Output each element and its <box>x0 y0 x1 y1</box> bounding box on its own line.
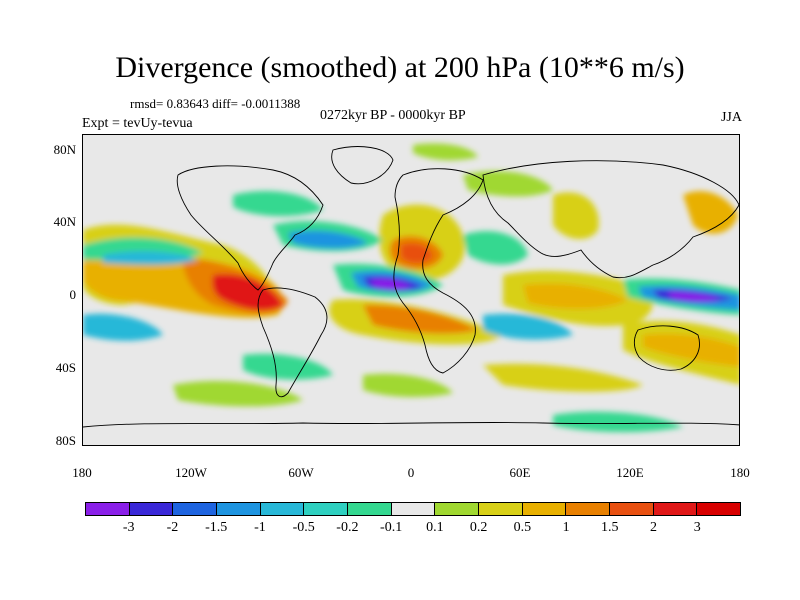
colorbar-label: 1.5 <box>601 520 619 535</box>
divergence-region <box>483 363 643 392</box>
divergence-region <box>212 274 283 311</box>
coastline <box>176 165 324 291</box>
divergence-region <box>243 353 333 380</box>
colorbar-swatch <box>566 503 611 515</box>
divergence-region <box>553 192 599 240</box>
colorbar-label: -0.5 <box>292 520 315 535</box>
lon-label: 60W <box>288 465 314 480</box>
map-title: Divergence (smoothed) at 200 hPa (10**6 … <box>115 51 685 84</box>
colorbar-label: -1.5 <box>205 520 228 535</box>
divergence-region <box>288 230 368 249</box>
lat-label: 40S <box>55 360 76 375</box>
divergence-region <box>413 143 478 161</box>
lat-label: 0 <box>69 287 77 302</box>
experiment-label: Expt = tevUy-tevua <box>82 116 193 131</box>
divergence-region <box>463 231 528 265</box>
divergence-region <box>668 291 721 302</box>
divergence-region <box>371 279 411 290</box>
coastline <box>83 421 739 428</box>
colorbar-swatch <box>348 503 392 515</box>
divergence-region <box>523 283 628 309</box>
divergence-region <box>483 313 573 340</box>
lon-label: 0 <box>407 465 415 480</box>
divergence-region <box>401 243 433 263</box>
colorbar-swatch <box>522 503 567 515</box>
colorbar-label: -3 <box>122 520 135 535</box>
lon-label: 180 <box>730 465 750 480</box>
colorbar-label: -1 <box>254 520 266 535</box>
lon-label: 120E <box>616 465 644 480</box>
colorbar-swatch <box>435 503 480 515</box>
lat-label: 80S <box>55 433 76 448</box>
season-label: JJA <box>720 110 742 125</box>
map-panel <box>82 134 740 446</box>
colorbar-swatch <box>697 503 741 515</box>
colorbar-swatch <box>610 503 654 515</box>
period-label: 0272kyr BP - 0000kyr BP <box>320 108 466 123</box>
colorbar-label: 1 <box>562 520 570 535</box>
lat-label: 80N <box>53 142 76 157</box>
divergence-region <box>363 373 453 397</box>
lat-label: 40N <box>53 214 76 229</box>
divergence-region <box>363 304 478 334</box>
colorbar-swatch <box>260 503 305 515</box>
colorbar-swatch <box>217 503 261 515</box>
colorbar-label: 0.5 <box>513 520 532 535</box>
colorbar-label: -0.1 <box>380 520 403 535</box>
lon-label: 180 <box>72 465 92 480</box>
colorbar <box>85 502 741 516</box>
lon-label: 120W <box>175 465 207 480</box>
colorbar-swatch <box>304 503 349 515</box>
divergence-region <box>83 313 163 341</box>
colorbar-label: -0.2 <box>336 520 359 535</box>
coastline <box>393 168 484 374</box>
colorbar-swatch <box>479 503 523 515</box>
coastline <box>633 325 700 371</box>
divergence-region <box>553 411 683 433</box>
colorbar-swatch <box>653 503 698 515</box>
colorbar-label: 3 <box>693 520 701 535</box>
divergence-region <box>103 251 198 265</box>
lon-label: 60E <box>509 465 531 480</box>
coastline <box>482 160 739 279</box>
stats-text: rmsd= 0.83643 diff= -0.0011388 <box>130 96 301 111</box>
divergence-region <box>173 380 303 407</box>
colorbar-swatch <box>391 503 436 515</box>
divergence-region <box>233 190 323 217</box>
colorbar-label: -2 <box>166 520 179 535</box>
coastlines <box>83 146 739 428</box>
colorbar-label: 2 <box>650 520 658 535</box>
coastline <box>331 146 394 185</box>
coastline <box>257 287 328 398</box>
colorbar-swatch <box>173 503 218 515</box>
divergence-region <box>683 191 738 234</box>
colorbar-swatch <box>129 503 174 515</box>
colorbar-swatch <box>86 503 130 515</box>
divergence-map <box>83 135 739 445</box>
divergence-region <box>643 333 739 367</box>
colorbar-label: 0.1 <box>426 520 444 535</box>
colorbar-label: 0.2 <box>469 520 488 535</box>
